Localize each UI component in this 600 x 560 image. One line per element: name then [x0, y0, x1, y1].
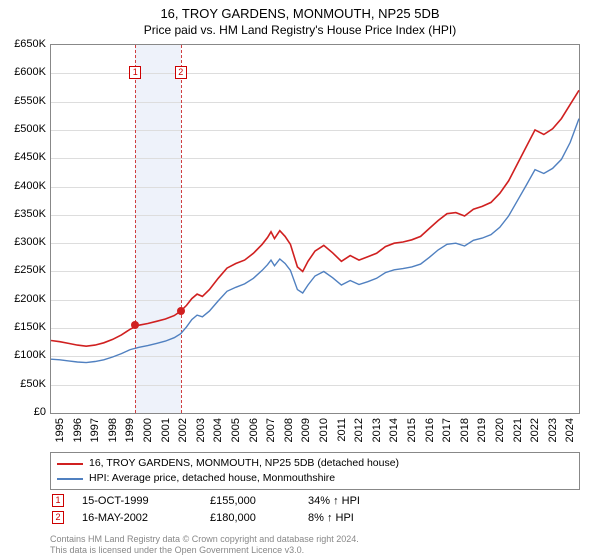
legend-swatch: [57, 478, 83, 480]
y-axis-label: £100K: [2, 349, 46, 361]
y-axis-label: £200K: [2, 293, 46, 305]
y-axis-label: £250K: [2, 264, 46, 276]
y-axis-label: £650K: [2, 38, 46, 50]
chart-container: 16, TROY GARDENS, MONMOUTH, NP25 5DB Pri…: [0, 0, 600, 560]
x-axis-label: 2001: [160, 418, 172, 442]
x-axis-label: 2003: [195, 418, 207, 442]
x-axis-label: 1995: [54, 418, 66, 442]
sale-price: £180,000: [210, 512, 290, 524]
sale-row: 2 16-MAY-2002 £180,000 8% ↑ HPI: [50, 511, 580, 524]
x-axis-label: 2011: [336, 418, 348, 442]
x-axis-label: 2019: [476, 418, 488, 442]
legend-swatch: [57, 463, 83, 465]
x-axis-label: 2000: [142, 418, 154, 442]
sale-marker-box: 2: [175, 66, 187, 79]
y-axis-label: £0: [2, 406, 46, 418]
y-axis-label: £400K: [2, 180, 46, 192]
footer-line: Contains HM Land Registry data © Crown c…: [50, 534, 580, 545]
sale-hpi: 34% ↑ HPI: [308, 495, 398, 507]
sale-number-box: 1: [52, 494, 64, 507]
legend-label: 16, TROY GARDENS, MONMOUTH, NP25 5DB (de…: [89, 456, 399, 471]
y-axis-label: £600K: [2, 66, 46, 78]
sales-table: 1 15-OCT-1999 £155,000 34% ↑ HPI 2 16-MAY-200…: [50, 494, 580, 528]
legend-item: 16, TROY GARDENS, MONMOUTH, NP25 5DB (de…: [57, 456, 573, 471]
x-axis-label: 2004: [212, 418, 224, 442]
sale-number-box: 2: [52, 511, 64, 524]
x-axis-label: 2010: [318, 418, 330, 442]
x-axis-label: 2018: [459, 418, 471, 442]
x-axis-label: 2021: [512, 418, 524, 442]
x-axis-label: 2016: [424, 418, 436, 442]
x-axis-label: 2017: [441, 418, 453, 442]
sale-marker-box: 1: [129, 66, 141, 79]
sale-row: 1 15-OCT-1999 £155,000 34% ↑ HPI: [50, 494, 580, 507]
x-axis-label: 1996: [72, 418, 84, 442]
sale-date: 16-MAY-2002: [82, 512, 192, 524]
x-axis-label: 2020: [494, 418, 506, 442]
x-axis-label: 2014: [388, 418, 400, 442]
x-axis-label: 2002: [177, 418, 189, 442]
sale-dot: [131, 321, 139, 329]
x-axis-label: 1999: [124, 418, 136, 442]
x-axis-label: 2013: [371, 418, 383, 442]
sale-hpi: 8% ↑ HPI: [308, 512, 398, 524]
x-axis-label: 2009: [300, 418, 312, 442]
legend: 16, TROY GARDENS, MONMOUTH, NP25 5DB (de…: [50, 452, 580, 490]
sale-price: £155,000: [210, 495, 290, 507]
x-axis-label: 2022: [529, 418, 541, 442]
x-axis-label: 2005: [230, 418, 242, 442]
plot-area: 12: [50, 44, 580, 414]
chart-title: 16, TROY GARDENS, MONMOUTH, NP25 5DB: [0, 0, 600, 21]
series-hpi: [51, 119, 579, 363]
y-axis-label: £500K: [2, 123, 46, 135]
y-axis-label: £300K: [2, 236, 46, 248]
y-axis-label: £450K: [2, 151, 46, 163]
x-axis-label: 2007: [265, 418, 277, 442]
x-axis-label: 2012: [353, 418, 365, 442]
x-axis-label: 2008: [283, 418, 295, 442]
y-axis-label: £150K: [2, 321, 46, 333]
x-axis-label: 1998: [107, 418, 119, 442]
footer-line: This data is licensed under the Open Gov…: [50, 545, 580, 556]
legend-item: HPI: Average price, detached house, Monm…: [57, 471, 573, 486]
y-axis-label: £350K: [2, 208, 46, 220]
y-axis-label: £550K: [2, 95, 46, 107]
x-axis-label: 1997: [89, 418, 101, 442]
sale-dot: [177, 307, 185, 315]
x-axis-label: 2015: [406, 418, 418, 442]
x-axis-label: 2023: [547, 418, 559, 442]
chart-subtitle: Price paid vs. HM Land Registry's House …: [0, 21, 600, 37]
legend-label: HPI: Average price, detached house, Monm…: [89, 471, 335, 486]
line-plot: [51, 45, 579, 413]
sale-date: 15-OCT-1999: [82, 495, 192, 507]
series-price_paid: [51, 90, 579, 346]
x-axis-label: 2006: [248, 418, 260, 442]
x-axis-label: 2024: [564, 418, 576, 442]
y-axis-label: £50K: [2, 378, 46, 390]
footer-attribution: Contains HM Land Registry data © Crown c…: [50, 534, 580, 556]
